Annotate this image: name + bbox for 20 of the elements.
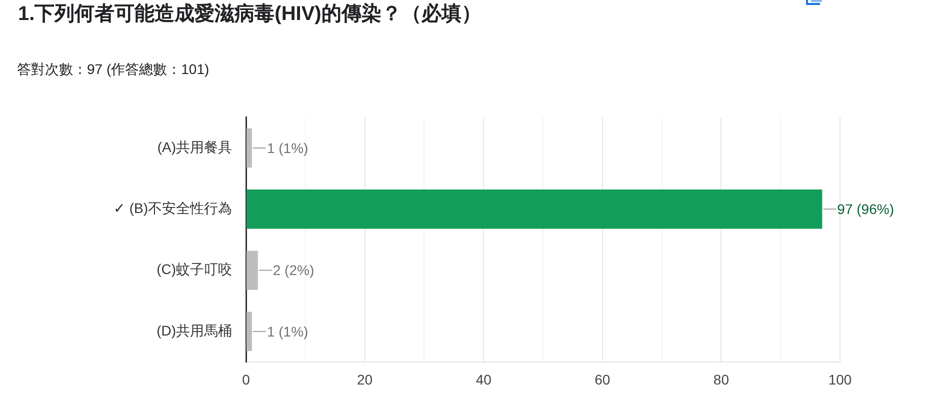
y-tick-label: (C)蚊子叮咬 [156,261,232,278]
x-tick-label: 100 [828,371,852,388]
data-label: 1 (1%) [266,140,308,156]
x-tick-label: 60 [594,371,610,388]
bar [246,312,252,351]
y-tick-label: (D)共用馬桶 [156,322,232,338]
bar [246,190,822,229]
bar [246,128,252,168]
x-tick-label: 20 [357,371,373,388]
bar [246,250,258,290]
data-label: 1 (1%) [266,323,308,340]
x-tick-label: 0 [242,371,250,388]
data-label: 2 (2%) [272,262,314,278]
text: 答對次數：97 (作答總數：101) [17,60,210,79]
x-tick-label: 80 [713,371,730,388]
chart-title: 1.下列何者可能造成愛滋病毒(HIV)的傳染？（必填） [18,2,482,27]
y-tick-label: (A)共用餐具 [157,138,232,155]
y-tick-label: ✓ (B)不安全性行為 [113,200,232,216]
data-label: 97 (96%) [837,200,894,217]
x-tick-label: 40 [476,371,492,388]
